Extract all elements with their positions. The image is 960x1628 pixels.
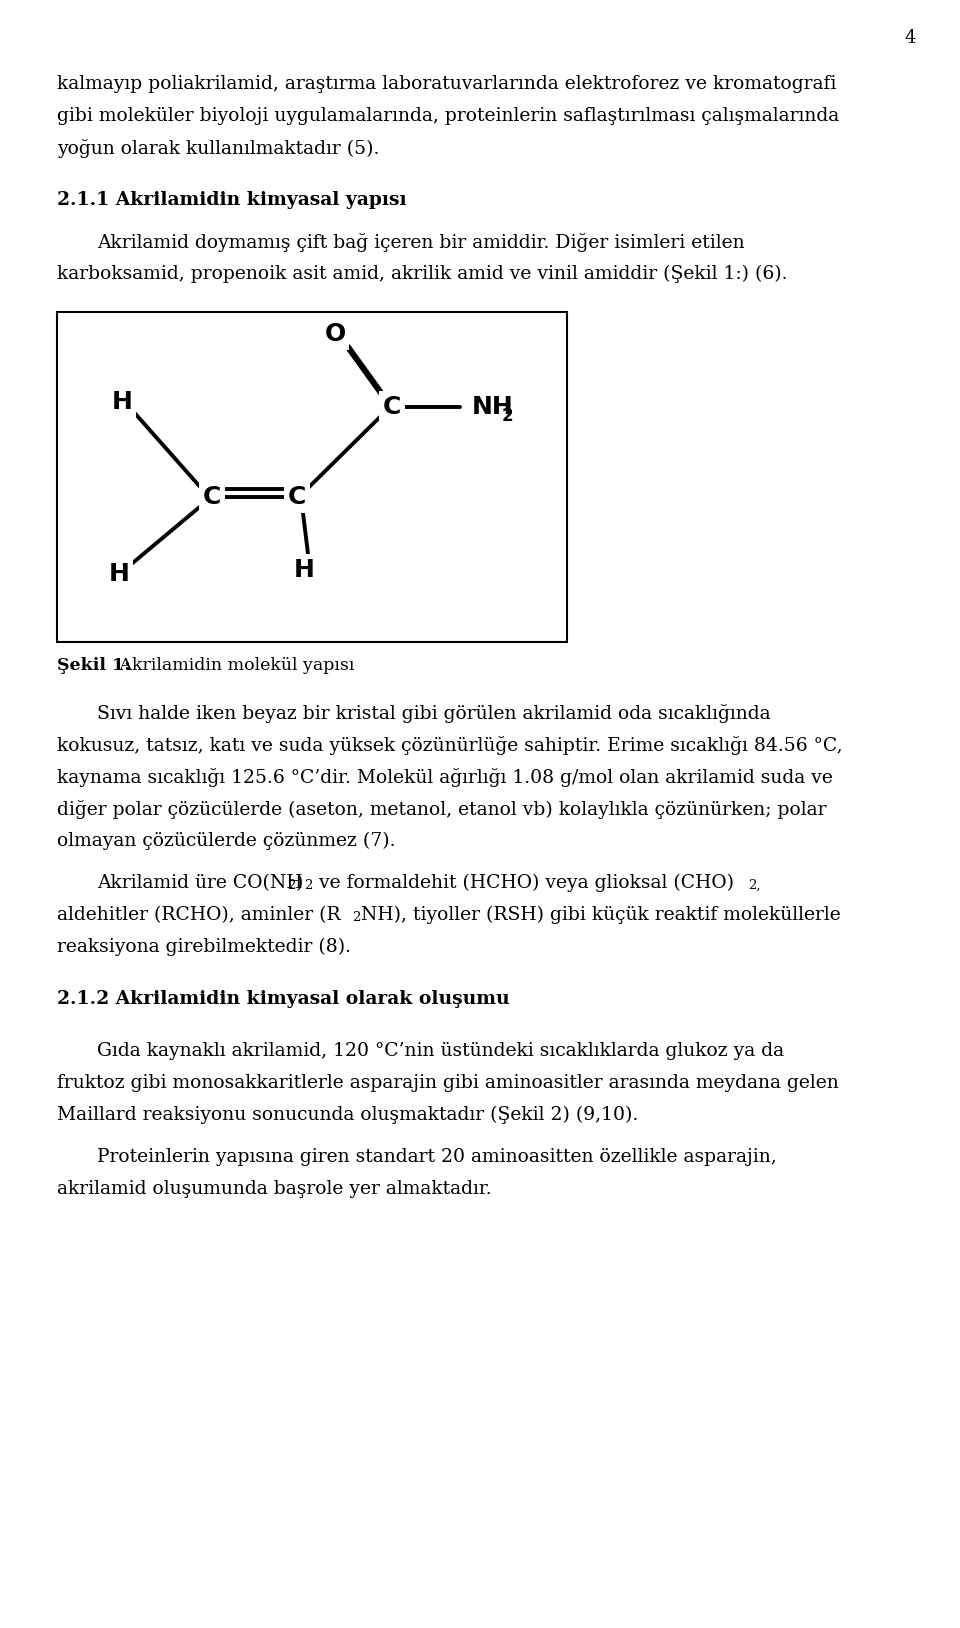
- Text: diğer polar çözücülerde (aseton, metanol, etanol vb) kolaylıkla çözünürken; pola: diğer polar çözücülerde (aseton, metanol…: [57, 799, 827, 819]
- Text: 2: 2: [502, 407, 514, 425]
- Text: kalmayıp poliakrilamid, araştırma laboratuvarlarında elektroforez ve kromatograf: kalmayıp poliakrilamid, araştırma labora…: [57, 75, 836, 93]
- Text: Gıda kaynaklı akrilamid, 120 °C’nin üstündeki sıcaklıklarda glukoz ya da: Gıda kaynaklı akrilamid, 120 °C’nin üstü…: [97, 1042, 784, 1060]
- Text: kokusuz, tatsız, katı ve suda yüksek çözünürlüğe sahiptir. Erime sıcaklığı 84.56: kokusuz, tatsız, katı ve suda yüksek çöz…: [57, 736, 843, 755]
- Text: 4: 4: [904, 29, 916, 47]
- Text: C: C: [288, 485, 306, 510]
- Text: 2: 2: [287, 879, 296, 892]
- Text: gibi moleküler biyoloji uygulamalarında, proteinlerin saflaştırılması çalışmalar: gibi moleküler biyoloji uygulamalarında,…: [57, 107, 839, 125]
- Text: C: C: [383, 396, 401, 418]
- Text: 2.1.2 Akrilamidin kimyasal olarak oluşumu: 2.1.2 Akrilamidin kimyasal olarak oluşum…: [57, 990, 510, 1008]
- Text: 2: 2: [304, 879, 312, 892]
- Text: Akrilamid üre CO(NH: Akrilamid üre CO(NH: [97, 874, 302, 892]
- Text: aldehitler (RCHO), aminler (R: aldehitler (RCHO), aminler (R: [57, 907, 341, 925]
- Text: H: H: [294, 558, 315, 581]
- Text: H: H: [108, 562, 130, 586]
- Text: 2: 2: [352, 912, 360, 925]
- Text: NH: NH: [472, 396, 514, 418]
- Text: 2,: 2,: [748, 879, 760, 892]
- Text: karboksamid, propenoik asit amid, akrilik amid ve vinil amiddir (Şekil 1:) (6).: karboksamid, propenoik asit amid, akrili…: [57, 265, 787, 283]
- Text: NH), tiyoller (RSH) gibi küçük reaktif moleküllerle: NH), tiyoller (RSH) gibi küçük reaktif m…: [361, 907, 841, 925]
- Text: Akrilamid doymamış çift bağ içeren bir amiddir. Diğer isimleri etilen: Akrilamid doymamış çift bağ içeren bir a…: [97, 233, 745, 252]
- Text: Maillard reaksiyonu sonucunda oluşmaktadır (Şekil 2) (9,10).: Maillard reaksiyonu sonucunda oluşmaktad…: [57, 1105, 638, 1125]
- Text: Şekil 1:: Şekil 1:: [57, 658, 131, 674]
- Text: C: C: [203, 485, 221, 510]
- Text: Proteinlerin yapısına giren standart 20 aminoasitten özellikle asparajin,: Proteinlerin yapısına giren standart 20 …: [97, 1148, 777, 1166]
- Text: reaksiyona girebilmektedir (8).: reaksiyona girebilmektedir (8).: [57, 938, 351, 956]
- Text: yoğun olarak kullanılmaktadır (5).: yoğun olarak kullanılmaktadır (5).: [57, 138, 379, 158]
- Text: fruktoz gibi monosakkaritlerle asparajin gibi aminoasitler arasında meydana gele: fruktoz gibi monosakkaritlerle asparajin…: [57, 1074, 839, 1092]
- Text: akrilamid oluşumunda başrole yer almaktadır.: akrilamid oluşumunda başrole yer almakta…: [57, 1180, 492, 1198]
- Text: ): ): [296, 874, 303, 892]
- Text: ve formaldehit (HCHO) veya glioksal (CHO): ve formaldehit (HCHO) veya glioksal (CHO…: [313, 874, 734, 892]
- Text: Sıvı halde iken beyaz bir kristal gibi görülen akrilamid oda sıcaklığında: Sıvı halde iken beyaz bir kristal gibi g…: [97, 703, 771, 723]
- Bar: [57, 313, 567, 641]
- Text: kaynama sıcaklığı 125.6 °C’dir. Molekül ağırlığı 1.08 g/mol olan akrilamid suda : kaynama sıcaklığı 125.6 °C’dir. Molekül …: [57, 768, 833, 786]
- Text: O: O: [324, 322, 346, 347]
- Text: H: H: [111, 391, 132, 414]
- Text: Akrilamidin molekül yapısı: Akrilamidin molekül yapısı: [114, 658, 354, 674]
- Text: olmayan çözücülerde çözünmez (7).: olmayan çözücülerde çözünmez (7).: [57, 832, 396, 850]
- Text: 2.1.1 Akrilamidin kimyasal yapısı: 2.1.1 Akrilamidin kimyasal yapısı: [57, 190, 407, 208]
